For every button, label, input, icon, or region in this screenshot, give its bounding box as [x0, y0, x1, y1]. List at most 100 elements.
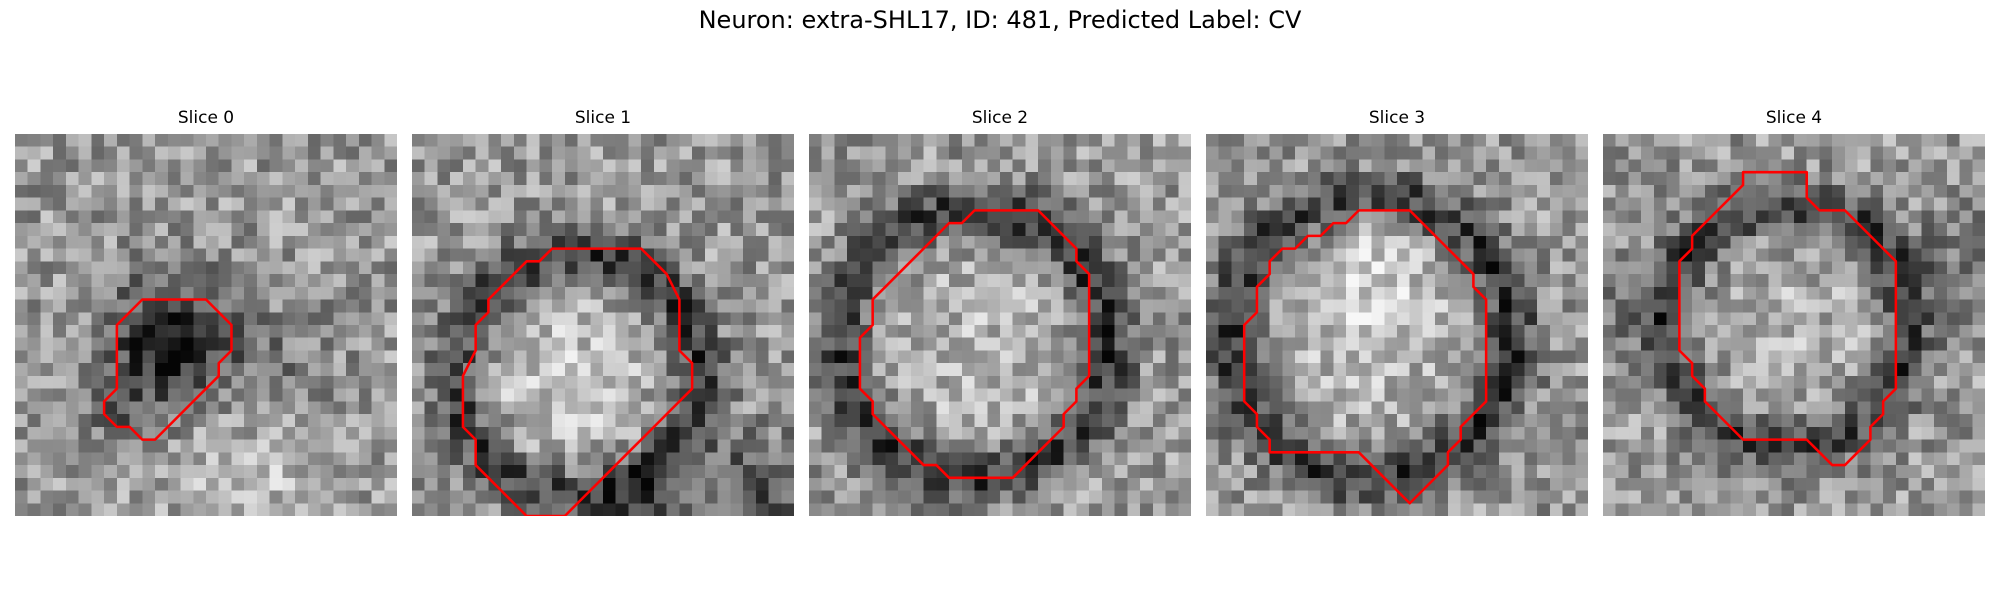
pixel	[15, 350, 29, 364]
pixel	[692, 439, 706, 453]
pixel	[142, 159, 156, 173]
pixel	[885, 414, 899, 428]
pixel	[333, 261, 347, 275]
pixel	[1089, 210, 1103, 224]
pixel	[1537, 197, 1551, 211]
pixel	[885, 197, 899, 211]
pixel	[717, 299, 731, 313]
pixel	[1178, 503, 1191, 516]
pixel	[1730, 490, 1744, 504]
pixel	[1460, 146, 1474, 160]
pixel	[218, 439, 232, 453]
pixel	[821, 210, 835, 224]
pixel	[53, 325, 67, 339]
pixel	[743, 414, 757, 428]
pixel	[1218, 388, 1232, 402]
pixel	[1101, 197, 1115, 211]
pixel	[65, 299, 80, 313]
pixel	[1050, 350, 1065, 364]
pixel	[1524, 172, 1538, 186]
pixel	[1781, 299, 1795, 313]
pixel	[1384, 223, 1398, 237]
pixel	[1641, 503, 1655, 516]
pixel	[628, 172, 642, 186]
pixel	[974, 223, 988, 237]
pixel	[180, 490, 194, 504]
pixel	[1641, 184, 1655, 199]
pixel	[1346, 439, 1360, 453]
pixel	[1679, 197, 1693, 211]
pixel	[781, 299, 794, 313]
pixel	[1511, 134, 1525, 148]
pixel	[1447, 223, 1462, 237]
pixel	[1256, 465, 1271, 479]
pixel	[1486, 299, 1500, 313]
pixel	[1114, 439, 1128, 453]
pixel	[1615, 363, 1629, 377]
pixel	[1114, 286, 1128, 300]
pixel	[961, 490, 975, 504]
pixel	[564, 261, 578, 275]
pixel	[91, 235, 105, 249]
pixel	[539, 261, 553, 275]
pixel	[1127, 375, 1141, 390]
pixel	[1524, 299, 1538, 313]
pixel	[424, 235, 438, 249]
pixel	[1768, 299, 1782, 313]
pixel	[1320, 465, 1334, 479]
pixel	[1653, 159, 1668, 173]
pixel	[987, 172, 1001, 186]
pixel	[859, 350, 874, 364]
pixel	[1537, 350, 1551, 364]
pixel	[885, 375, 899, 390]
pixel	[1575, 172, 1588, 186]
pixel	[872, 261, 886, 275]
pixel	[653, 146, 668, 160]
pixel	[1743, 363, 1757, 377]
pixel	[1641, 337, 1655, 351]
pixel	[1603, 286, 1617, 300]
pixel	[1653, 439, 1668, 453]
pixel	[129, 184, 143, 199]
pixel	[437, 235, 451, 249]
pixel	[244, 503, 258, 516]
pixel	[1562, 223, 1576, 237]
pixel	[974, 477, 988, 491]
pixel	[1819, 159, 1833, 173]
pixel	[1537, 439, 1551, 453]
pixel	[78, 388, 92, 402]
pixel	[1857, 325, 1871, 339]
pixel	[180, 261, 194, 275]
pixel	[834, 248, 848, 262]
pixel	[1972, 134, 1985, 148]
pixel	[53, 490, 67, 504]
pixel	[450, 159, 464, 173]
pixel	[206, 134, 220, 148]
pixel	[256, 286, 271, 300]
pixel	[1704, 337, 1718, 351]
pixel	[768, 248, 782, 262]
pixel	[1819, 248, 1833, 262]
pixel	[180, 503, 194, 516]
pixel	[412, 235, 426, 249]
pixel	[885, 465, 899, 479]
pixel	[910, 375, 924, 390]
pixel	[809, 388, 823, 402]
pixel	[231, 299, 245, 313]
pixel	[129, 363, 143, 377]
pixel	[488, 223, 502, 237]
pixel	[40, 172, 54, 186]
pixel	[437, 337, 451, 351]
pixel	[1946, 503, 1960, 516]
pixel	[1422, 197, 1436, 211]
pixel	[898, 426, 912, 440]
pixel	[692, 375, 706, 390]
pixel	[501, 452, 515, 466]
pixel	[730, 248, 744, 262]
pixel	[859, 477, 874, 491]
pixel	[1282, 375, 1296, 390]
pixel	[412, 134, 426, 148]
pixel	[809, 146, 823, 160]
pixel	[180, 350, 194, 364]
pixel	[193, 134, 207, 148]
